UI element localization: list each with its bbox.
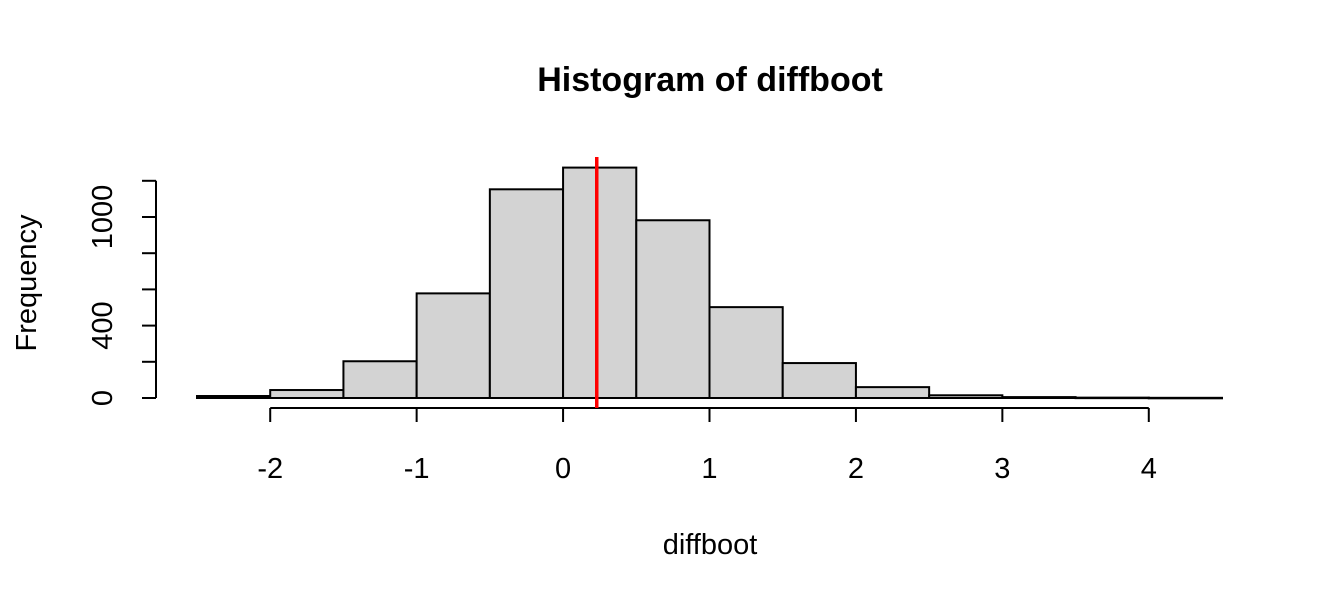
x-tick-label: 1 (701, 453, 717, 485)
x-axis-label: diffboot (663, 529, 758, 561)
chart-title: Histogram of diffboot (537, 61, 883, 99)
x-tick-label: 4 (1141, 453, 1157, 485)
histogram-bar (269, 389, 345, 400)
bars-group (196, 166, 1224, 400)
histogram-bar (342, 360, 418, 399)
x-tick-label: -2 (257, 453, 283, 485)
x-tick-label: 0 (555, 453, 571, 485)
y-axis-label: Frequency (11, 214, 43, 352)
y-tick-label: 0 (87, 390, 119, 406)
histogram-bar (415, 292, 491, 399)
y-axis: 0 400 1000 (87, 179, 157, 406)
x-tick-label: 2 (848, 453, 864, 485)
histogram-bar (854, 386, 931, 400)
histogram-bar (781, 362, 857, 399)
y-tick-label: 400 (87, 301, 119, 349)
histogram-bar (562, 166, 638, 399)
histogram-bar (635, 219, 711, 399)
y-tick-label: 1000 (87, 185, 119, 250)
histogram-bar (708, 306, 784, 399)
x-tick-label: -1 (404, 453, 430, 485)
x-tick-label: 3 (994, 453, 1010, 485)
histogram-bar (488, 188, 565, 399)
x-axis: -2 -1 0 1 2 3 4 (257, 407, 1157, 485)
